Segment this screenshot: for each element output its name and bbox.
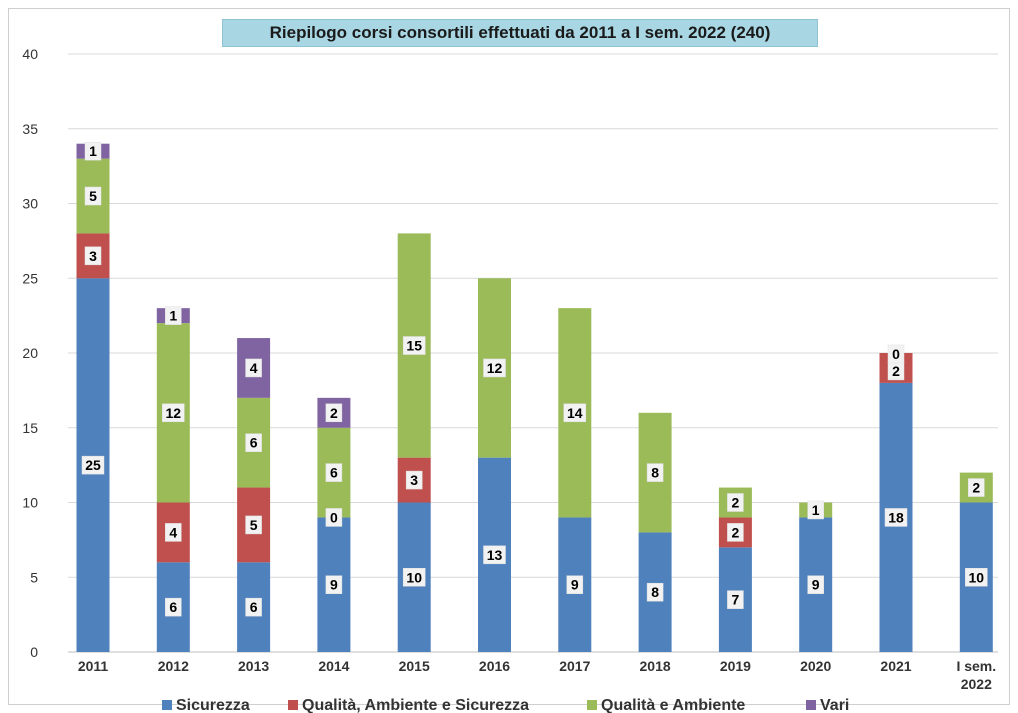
data-label: 15: [406, 338, 422, 354]
y-tick-label: 35: [22, 121, 38, 137]
data-label: 12: [487, 360, 503, 376]
data-label: 6: [250, 435, 258, 451]
legend-label: Sicurezza: [176, 697, 250, 713]
x-tick-label: 2014: [318, 658, 349, 674]
x-tick-label: 2018: [640, 658, 671, 674]
data-label: 1: [169, 308, 177, 324]
data-label: 1: [812, 502, 820, 518]
data-label: 6: [250, 599, 258, 615]
legend-swatch: [288, 700, 298, 710]
data-label: 2: [330, 405, 338, 421]
data-label: 2: [972, 480, 980, 496]
y-tick-label: 10: [22, 495, 38, 511]
data-label: 4: [250, 360, 258, 376]
legend-swatch: [806, 700, 816, 710]
data-label: 0: [330, 509, 338, 525]
x-tick-label: 2020: [800, 658, 831, 674]
x-tick-label: 2017: [559, 658, 590, 674]
y-tick-label: 5: [30, 569, 38, 585]
data-label: 13: [487, 547, 503, 563]
data-label: 0: [892, 346, 900, 362]
data-label: 6: [169, 599, 177, 615]
x-tick-label: 2021: [880, 658, 911, 674]
data-label: 9: [330, 577, 338, 593]
data-label: 5: [89, 188, 97, 204]
data-label: 14: [567, 405, 583, 421]
data-label: 18: [888, 509, 904, 525]
y-tick-label: 20: [22, 345, 38, 361]
data-label: 25: [85, 457, 101, 473]
data-label: 12: [166, 405, 182, 421]
x-tick-label: I sem.: [956, 658, 996, 674]
data-label: 9: [571, 577, 579, 593]
legend-label: Qualità, Ambiente e Sicurezza: [302, 697, 529, 713]
x-tick-label: 2016: [479, 658, 510, 674]
data-label: 2: [732, 495, 740, 511]
data-label: 7: [732, 592, 740, 608]
data-label: 10: [406, 569, 422, 585]
data-label: 2: [732, 524, 740, 540]
legend-swatch: [587, 700, 597, 710]
x-tick-label: 2011: [78, 658, 109, 674]
x-tick-label: 2012: [158, 658, 189, 674]
chart-title: Riepilogo corsi consortili effettuati da…: [222, 19, 818, 47]
data-label: 3: [410, 472, 418, 488]
legend-label: Qualità e Ambiente: [601, 697, 745, 713]
data-label: 4: [169, 524, 177, 540]
y-tick-label: 15: [22, 420, 38, 436]
data-label: 8: [651, 465, 659, 481]
data-label: 10: [969, 569, 985, 585]
x-tick-label: 2015: [399, 658, 430, 674]
y-tick-label: 30: [22, 196, 38, 212]
y-tick-label: 25: [22, 270, 38, 286]
data-label: 3: [89, 248, 97, 264]
data-label: 1: [89, 143, 97, 159]
data-label: 5: [250, 517, 258, 533]
x-tick-label: 2019: [720, 658, 751, 674]
data-label: 8: [651, 584, 659, 600]
y-tick-label: 40: [22, 46, 38, 62]
y-tick-label: 0: [30, 644, 38, 660]
x-tick-label: 2013: [238, 658, 269, 674]
legend-swatch: [162, 700, 172, 710]
data-label: 6: [330, 465, 338, 481]
x-tick-label: 2022: [961, 676, 992, 692]
legend-label: Vari: [820, 697, 849, 713]
data-label: 2: [892, 363, 900, 379]
data-label: 9: [812, 577, 820, 593]
